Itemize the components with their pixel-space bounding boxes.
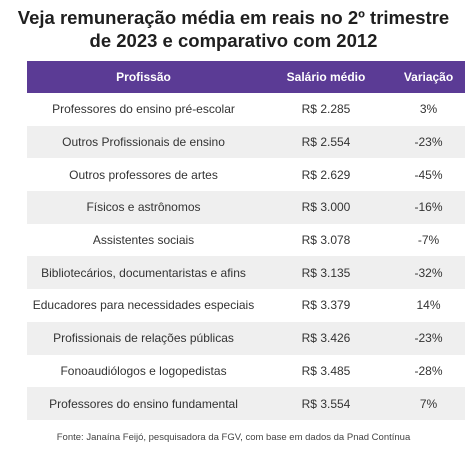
cell-salario: R$ 3.379 <box>301 298 351 313</box>
cell-salario: R$ 3.078 <box>301 233 351 248</box>
table-row: Bibliotecários, documentaristas e afins … <box>27 256 465 290</box>
cell-salario: R$ 2.554 <box>301 135 351 150</box>
cell-variacao: -16% <box>414 200 443 215</box>
cell-variacao: -7% <box>417 233 440 248</box>
cell-salario: R$ 2.285 <box>301 102 351 117</box>
cell-profissao: Professores do ensino pré-escolar <box>52 102 235 117</box>
cell-salario: R$ 3.426 <box>301 331 351 346</box>
cell-salario: R$ 3.554 <box>301 396 351 411</box>
cell-profissao: Outros Profissionais de ensino <box>62 135 225 150</box>
cell-variacao: -45% <box>414 167 443 182</box>
table-row: Professores do ensino pré-escolar R$ 2.2… <box>27 93 465 126</box>
header-salario: Salário médio <box>286 70 366 84</box>
cell-variacao: -28% <box>414 363 443 378</box>
cell-variacao: -23% <box>414 135 443 150</box>
cell-salario: R$ 2.629 <box>301 167 351 182</box>
table-row: Fonoaudiólogos e logopedistas R$ 3.485 -… <box>27 355 465 388</box>
cell-variacao: -32% <box>414 265 443 280</box>
cell-profissao: Professores do ensino fundamental <box>49 396 238 411</box>
page-title: Veja remuneração média em reais no 2º tr… <box>0 6 467 52</box>
cell-profissao: Físicos e astrônomos <box>86 200 201 215</box>
salary-table: Profissão Salário médio Variação Profess… <box>27 61 465 420</box>
cell-variacao: 14% <box>416 298 441 313</box>
header-profissao: Profissão <box>116 70 171 84</box>
header-variacao: Variação <box>403 70 454 84</box>
cell-salario: R$ 3.000 <box>301 200 351 215</box>
cell-profissao: Bibliotecários, documentaristas e afins <box>41 265 246 280</box>
table-header: Profissão Salário médio Variação <box>27 61 465 93</box>
table-row: Assistentes sociais R$ 3.078 -7% <box>27 224 465 257</box>
table-row: Educadores para necessidades especiais R… <box>27 289 465 322</box>
cell-salario: R$ 3.135 <box>301 265 351 280</box>
cell-profissao: Profissionais de relações públicas <box>53 331 234 346</box>
table-row: Outros Profissionais de ensino R$ 2.554 … <box>27 125 465 159</box>
cell-variacao: -23% <box>414 331 443 346</box>
cell-profissao: Fonoaudiólogos e logopedistas <box>60 363 227 378</box>
title-line-2: de 2023 e comparativo com 2012 <box>89 30 378 51</box>
cell-profissao: Educadores para necessidades especiais <box>32 298 255 313</box>
cell-salario: R$ 3.485 <box>301 363 351 378</box>
table-row: Profissionais de relações públicas R$ 3.… <box>27 321 465 355</box>
source-note: Fonte: Janaína Feijó, pesquisadora da FG… <box>56 432 411 443</box>
cell-variacao: 7% <box>419 396 438 411</box>
cell-profissao: Assistentes sociais <box>92 233 195 248</box>
title-line-1: Veja remuneração média em reais no 2º tr… <box>17 7 450 28</box>
cell-profissao: Outros professores de artes <box>69 167 218 182</box>
table-row: Outros professores de artes R$ 2.629 -45… <box>27 158 465 191</box>
table-row: Físicos e astrônomos R$ 3.000 -16% <box>27 191 465 224</box>
cell-variacao: 3% <box>419 102 438 117</box>
table-row: Professores do ensino fundamental R$ 3.5… <box>27 387 465 420</box>
